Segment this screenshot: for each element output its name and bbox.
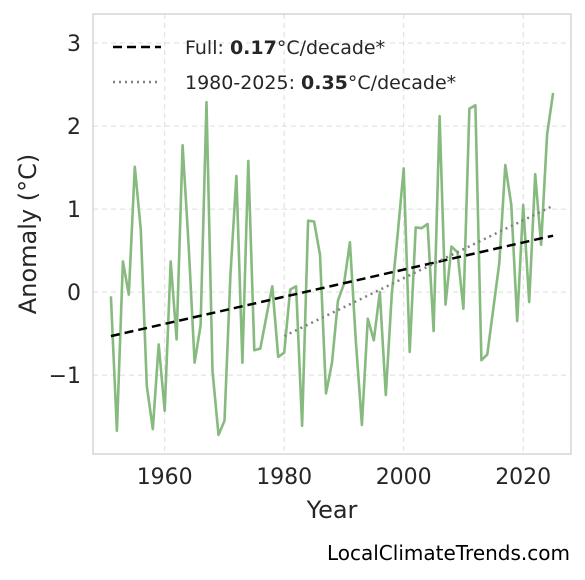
legend-label-prefix: 1980-2025: [185,72,301,94]
legend-entry-full-trend: Full: 0.17°C/decade* [185,37,385,59]
data-layer [109,92,555,437]
y-tick-label: 0 [67,281,81,306]
plot-frame [92,13,572,455]
y-tick-label: 3 [67,32,81,57]
legend-trend-value: 0.17 [230,37,277,59]
tick-labels: 1960 1980 2000 2020 −1 0 1 2 3 [49,32,552,490]
credit-text: LocalClimateTrends.com [327,541,570,565]
anomaly-series-line [109,92,555,437]
legend-label-prefix: Full: [185,37,230,59]
full-trend-line [110,234,554,338]
legend-trend-unit: °C/decade* [348,72,456,94]
x-tick-label: 1960 [137,465,193,490]
recent-trend-line [283,204,554,338]
legend: Full: 0.17°C/decade* 1980-2025: 0.35°C/d… [113,37,456,94]
y-axis-label: Anomaly (°C) [14,154,42,314]
legend-entry-recent-trend: 1980-2025: 0.35°C/decade* [185,72,456,94]
x-tick-label: 1980 [256,465,312,490]
legend-trend-value: 0.35 [301,72,348,94]
grid [93,14,571,454]
legend-trend-unit: °C/decade* [277,37,385,59]
x-tick-label: 2020 [495,465,551,490]
y-tick-label: 2 [67,115,81,140]
x-tick-label: 2000 [376,465,432,490]
trend-layer [110,204,554,338]
y-tick-label: −1 [49,364,81,389]
y-tick-label: 1 [67,198,81,223]
x-axis-label: Year [306,496,358,524]
